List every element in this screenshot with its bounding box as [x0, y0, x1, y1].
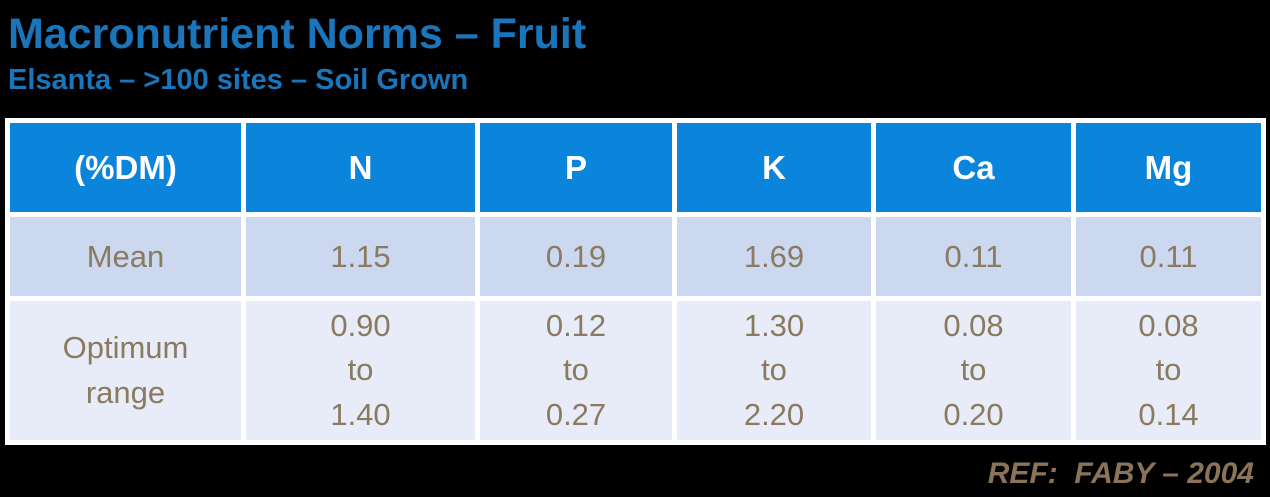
- column-header-mg: Mg: [1076, 123, 1261, 212]
- cell-optimum-n: 0.90 to 1.40: [246, 301, 475, 440]
- cell-optimum-mg: 0.08 to 0.14: [1076, 301, 1261, 440]
- title-block: Macronutrient Norms – Fruit Elsanta – >1…: [8, 10, 586, 97]
- column-header-ca: Ca: [876, 123, 1071, 212]
- column-header-k: K: [677, 123, 871, 212]
- cell-mean-k: 1.69: [677, 217, 871, 296]
- table-row-mean: Mean 1.15 0.19 1.69 0.11 0.11: [10, 217, 1261, 296]
- cell-optimum-ca: 0.08 to 0.20: [876, 301, 1071, 440]
- table-row-optimum-range: Optimum range 0.90 to 1.40 0.12 to 0.27 …: [10, 301, 1261, 440]
- page-subtitle: Elsanta – >100 sites – Soil Grown: [8, 64, 469, 97]
- row-label-optimum-range: Optimum range: [10, 301, 241, 440]
- cell-mean-mg: 0.11: [1076, 217, 1261, 296]
- cell-mean-ca: 0.11: [876, 217, 1071, 296]
- column-header-n: N: [246, 123, 475, 212]
- cell-optimum-p: 0.12 to 0.27: [480, 301, 672, 440]
- table-header-row: (%DM) N P K Ca Mg: [10, 123, 1261, 212]
- row-label-mean: Mean: [10, 217, 241, 296]
- page-title: Macronutrient Norms – Fruit: [8, 10, 587, 58]
- column-header-percent-dm: (%DM): [10, 123, 241, 212]
- cell-optimum-k: 1.30 to 2.20: [677, 301, 871, 440]
- column-header-p: P: [480, 123, 672, 212]
- cell-mean-p: 0.19: [480, 217, 672, 296]
- reference-text: REF: FABY – 2004: [987, 457, 1254, 490]
- macronutrient-norms-table: (%DM) N P K Ca Mg Mean 1.15 0.19 1.69 0.…: [5, 118, 1266, 445]
- cell-mean-n: 1.15: [246, 217, 475, 296]
